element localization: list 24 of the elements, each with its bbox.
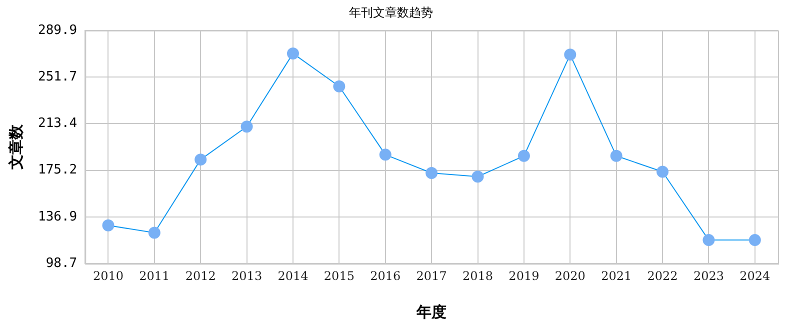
x-tick-label: 2017 [416, 268, 447, 283]
y-tick-label: 213.4 [38, 116, 78, 132]
x-tick-label: 2012 [185, 268, 216, 283]
x-tick-label: 2016 [370, 268, 401, 283]
y-tick-label: 98.7 [46, 256, 78, 271]
x-tick-label: 2015 [324, 268, 354, 283]
x-tick-label: 2011 [139, 268, 170, 283]
x-tick-label: 2022 [647, 268, 678, 283]
x-tick-label: 2013 [232, 268, 262, 283]
x-tick-label: 2018 [462, 268, 494, 283]
x-tick-label: 2024 [740, 268, 771, 283]
y-tick-label: 175.2 [38, 162, 78, 178]
x-tick-label: 2021 [601, 268, 632, 283]
y-tick-label: 251.7 [38, 69, 78, 84]
y-tick-label: 289.9 [38, 22, 78, 38]
x-axis-title: 年度 [416, 302, 447, 321]
x-tick-label: 2014 [278, 268, 309, 283]
x-tick-label: 2010 [92, 268, 124, 283]
y-tick-label: 136.9 [38, 209, 78, 224]
x-tick-label: 2019 [508, 268, 540, 283]
chart-title: 年刊文章数趋势 [349, 5, 433, 20]
x-tick-label: 2023 [693, 268, 724, 283]
x-tick-label: 2020 [554, 268, 586, 283]
y-axis-title: 文章数 [6, 124, 25, 170]
